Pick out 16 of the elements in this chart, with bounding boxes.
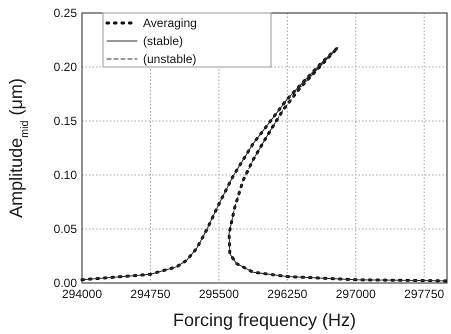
y-tick-label: 0.20: [54, 60, 78, 74]
x-tick-label: 297000: [336, 287, 376, 301]
y-tick-label: 0.10: [54, 168, 78, 182]
x-tick-label: 296250: [267, 287, 308, 301]
y-tick-label: 0.05: [54, 222, 78, 236]
y-tick-label: 0.25: [54, 6, 78, 20]
x-axis-title: Forcing frequency (Hz): [172, 310, 356, 330]
x-tick-label: 297750: [404, 287, 445, 301]
x-tick-label: 294000: [62, 287, 102, 301]
legend-label: (unstable): [143, 52, 196, 66]
legend-label: Averaging: [143, 16, 197, 30]
y-tick-label: 0.15: [54, 114, 78, 128]
x-tick-label: 295500: [198, 287, 240, 301]
y-tick-label: 0.00: [54, 276, 78, 290]
x-tick-label: 294750: [130, 287, 171, 301]
legend-label: (stable): [143, 34, 184, 48]
